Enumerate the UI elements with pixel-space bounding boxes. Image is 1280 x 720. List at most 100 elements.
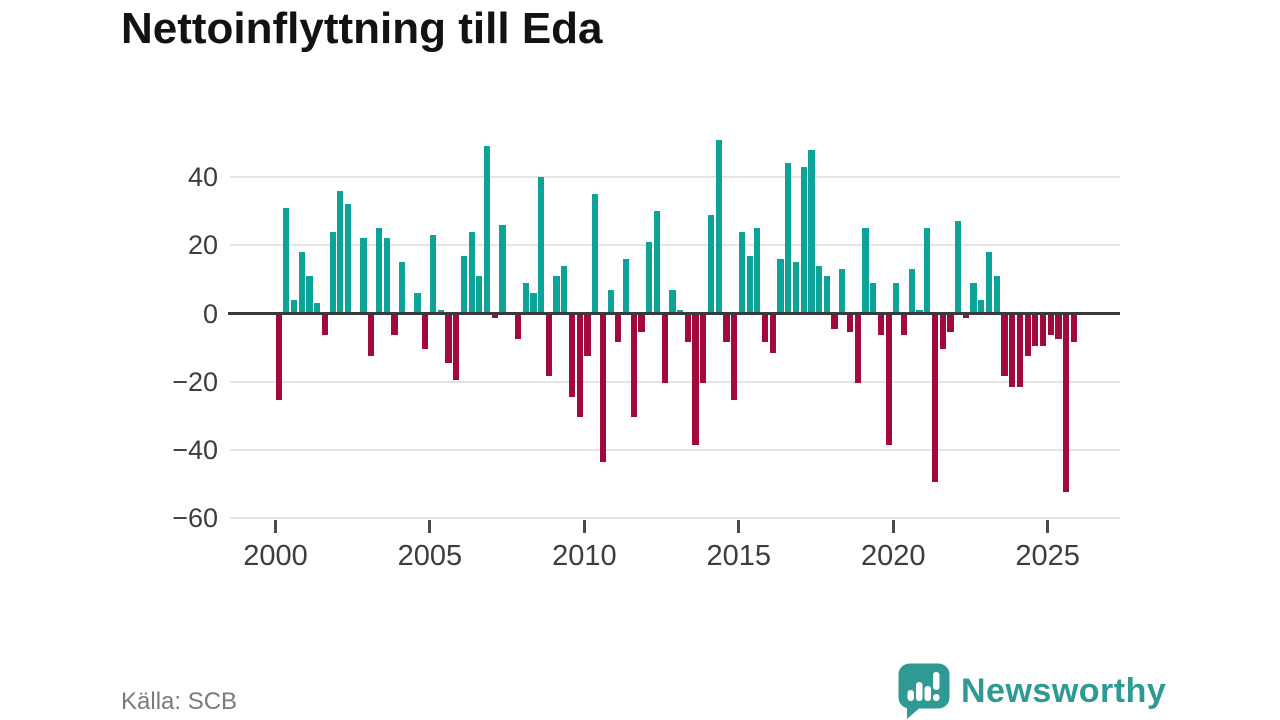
bar-2019-q4 bbox=[885, 315, 892, 445]
gridline-40 bbox=[230, 176, 1120, 179]
bar-2014-q3 bbox=[723, 315, 730, 343]
bar-2015-q2 bbox=[746, 255, 753, 314]
gridline--40 bbox=[230, 448, 1120, 451]
bar-2008-q3 bbox=[538, 177, 545, 314]
bar-2023-q3 bbox=[1001, 315, 1008, 377]
bar-2018-q3 bbox=[846, 315, 854, 333]
y-axis-label-20: 20 bbox=[187, 230, 218, 261]
bar-2009-q1 bbox=[553, 275, 560, 314]
bar-2004-q4 bbox=[422, 315, 429, 350]
bar-2012-q2 bbox=[653, 211, 661, 314]
bar-2000-q1 bbox=[275, 315, 282, 401]
x-axis-label-2010: 2010 bbox=[552, 540, 617, 572]
bar-2025-q4 bbox=[1070, 315, 1078, 343]
x-axis-label-2015: 2015 bbox=[706, 540, 772, 572]
newsworthy-logo-text: Newsworthy bbox=[961, 671, 1167, 710]
bar-2018-q2 bbox=[839, 269, 846, 314]
bar-2004-q3 bbox=[414, 293, 421, 314]
bar-2008-q1 bbox=[522, 282, 529, 314]
bar-2007-q1 bbox=[491, 315, 498, 319]
bar-2010-q4 bbox=[607, 289, 614, 314]
bar-2012-q4 bbox=[669, 289, 676, 314]
bar-2005-q2 bbox=[437, 310, 444, 314]
gridline-20 bbox=[230, 244, 1120, 247]
bar-2021-q3 bbox=[939, 315, 946, 350]
bar-2001-q2 bbox=[314, 303, 321, 314]
newsworthy-logo: Newsworthy bbox=[897, 662, 1166, 720]
bar-2016-q2 bbox=[777, 258, 784, 314]
bar-2000-q4 bbox=[298, 252, 305, 314]
bar-2022-q4 bbox=[978, 299, 985, 314]
bar-2013-q4 bbox=[700, 315, 707, 384]
bar-2020-q2 bbox=[900, 315, 908, 336]
y-axis-label--20: −20 bbox=[172, 366, 218, 397]
bar-2021-q2 bbox=[931, 315, 939, 483]
gridline--60 bbox=[230, 517, 1120, 520]
bar-2005-q1 bbox=[429, 235, 437, 314]
x-tick-2010 bbox=[582, 520, 586, 533]
bar-2023-q2 bbox=[993, 275, 1000, 314]
bar-2003-q1 bbox=[368, 315, 375, 356]
x-axis-label-2025: 2025 bbox=[1015, 540, 1080, 572]
bar-2018-q4 bbox=[854, 315, 861, 384]
x-tick-2005 bbox=[428, 520, 432, 533]
bar-2020-q1 bbox=[893, 282, 900, 314]
bar-2002-q2 bbox=[344, 204, 352, 314]
bar-2003-q3 bbox=[383, 238, 390, 314]
x-tick-2000 bbox=[274, 520, 277, 533]
bar-2001-q4 bbox=[329, 231, 336, 314]
bar-2006-q4 bbox=[483, 146, 491, 314]
bar-2008-q4 bbox=[545, 315, 552, 377]
x-axis-label-2020: 2020 bbox=[860, 540, 926, 572]
x-tick-2015 bbox=[737, 520, 741, 533]
bar-2006-q3 bbox=[476, 275, 483, 314]
chart-title: Nettoinflyttning till Eda bbox=[121, 4, 603, 53]
bar-2025-q2 bbox=[1055, 315, 1062, 339]
bar-2015-q3 bbox=[754, 228, 761, 314]
bar-2015-q1 bbox=[738, 231, 745, 314]
bar-2009-q2 bbox=[561, 265, 568, 314]
bar-2010-q1 bbox=[584, 315, 591, 356]
bar-2019-q3 bbox=[877, 315, 884, 336]
bar-2020-q4 bbox=[916, 310, 923, 314]
bar-2025-q1 bbox=[1047, 315, 1054, 336]
bar-2009-q3 bbox=[568, 315, 576, 397]
bar-2023-q4 bbox=[1009, 315, 1016, 387]
bar-2024-q4 bbox=[1039, 315, 1047, 346]
bar-2022-q3 bbox=[970, 282, 977, 314]
x-axis-label-2000: 2000 bbox=[243, 540, 308, 572]
bar-2017-q3 bbox=[816, 265, 823, 314]
bar-2018-q1 bbox=[831, 315, 838, 329]
gridline--20 bbox=[230, 380, 1120, 383]
bar-2012-q3 bbox=[661, 315, 668, 384]
bar-2019-q2 bbox=[870, 282, 877, 314]
bar-2001-q1 bbox=[306, 275, 313, 314]
bar-2020-q3 bbox=[908, 269, 915, 314]
bar-2014-q1 bbox=[707, 214, 715, 314]
y-axis-label--40: −40 bbox=[172, 434, 218, 465]
bar-2024-q3 bbox=[1032, 315, 1039, 346]
bar-2014-q4 bbox=[731, 315, 738, 401]
y-axis-label--60: −60 bbox=[172, 503, 218, 534]
bar-2015-q4 bbox=[761, 315, 769, 343]
bar-2008-q2 bbox=[530, 293, 537, 314]
bar-2021-q4 bbox=[947, 315, 954, 333]
bar-2013-q2 bbox=[684, 315, 691, 343]
bar-2002-q4 bbox=[360, 238, 367, 314]
bar-2025-q3 bbox=[1063, 315, 1070, 493]
bar-2011-q1 bbox=[615, 315, 622, 343]
bar-2000-q3 bbox=[290, 299, 298, 314]
bar-2021-q1 bbox=[924, 228, 931, 314]
bar-2016-q1 bbox=[769, 315, 776, 353]
bar-2002-q1 bbox=[337, 190, 344, 314]
x-axis-label-2005: 2005 bbox=[397, 540, 463, 572]
newsworthy-bubble-chart-icon bbox=[898, 663, 950, 719]
bar-2022-q1 bbox=[955, 221, 962, 314]
bar-2017-q2 bbox=[808, 149, 815, 314]
bar-2005-q3 bbox=[445, 315, 452, 363]
bar-2022-q2 bbox=[962, 315, 969, 319]
bar-2019-q1 bbox=[862, 228, 869, 314]
bar-2024-q1 bbox=[1016, 315, 1023, 387]
